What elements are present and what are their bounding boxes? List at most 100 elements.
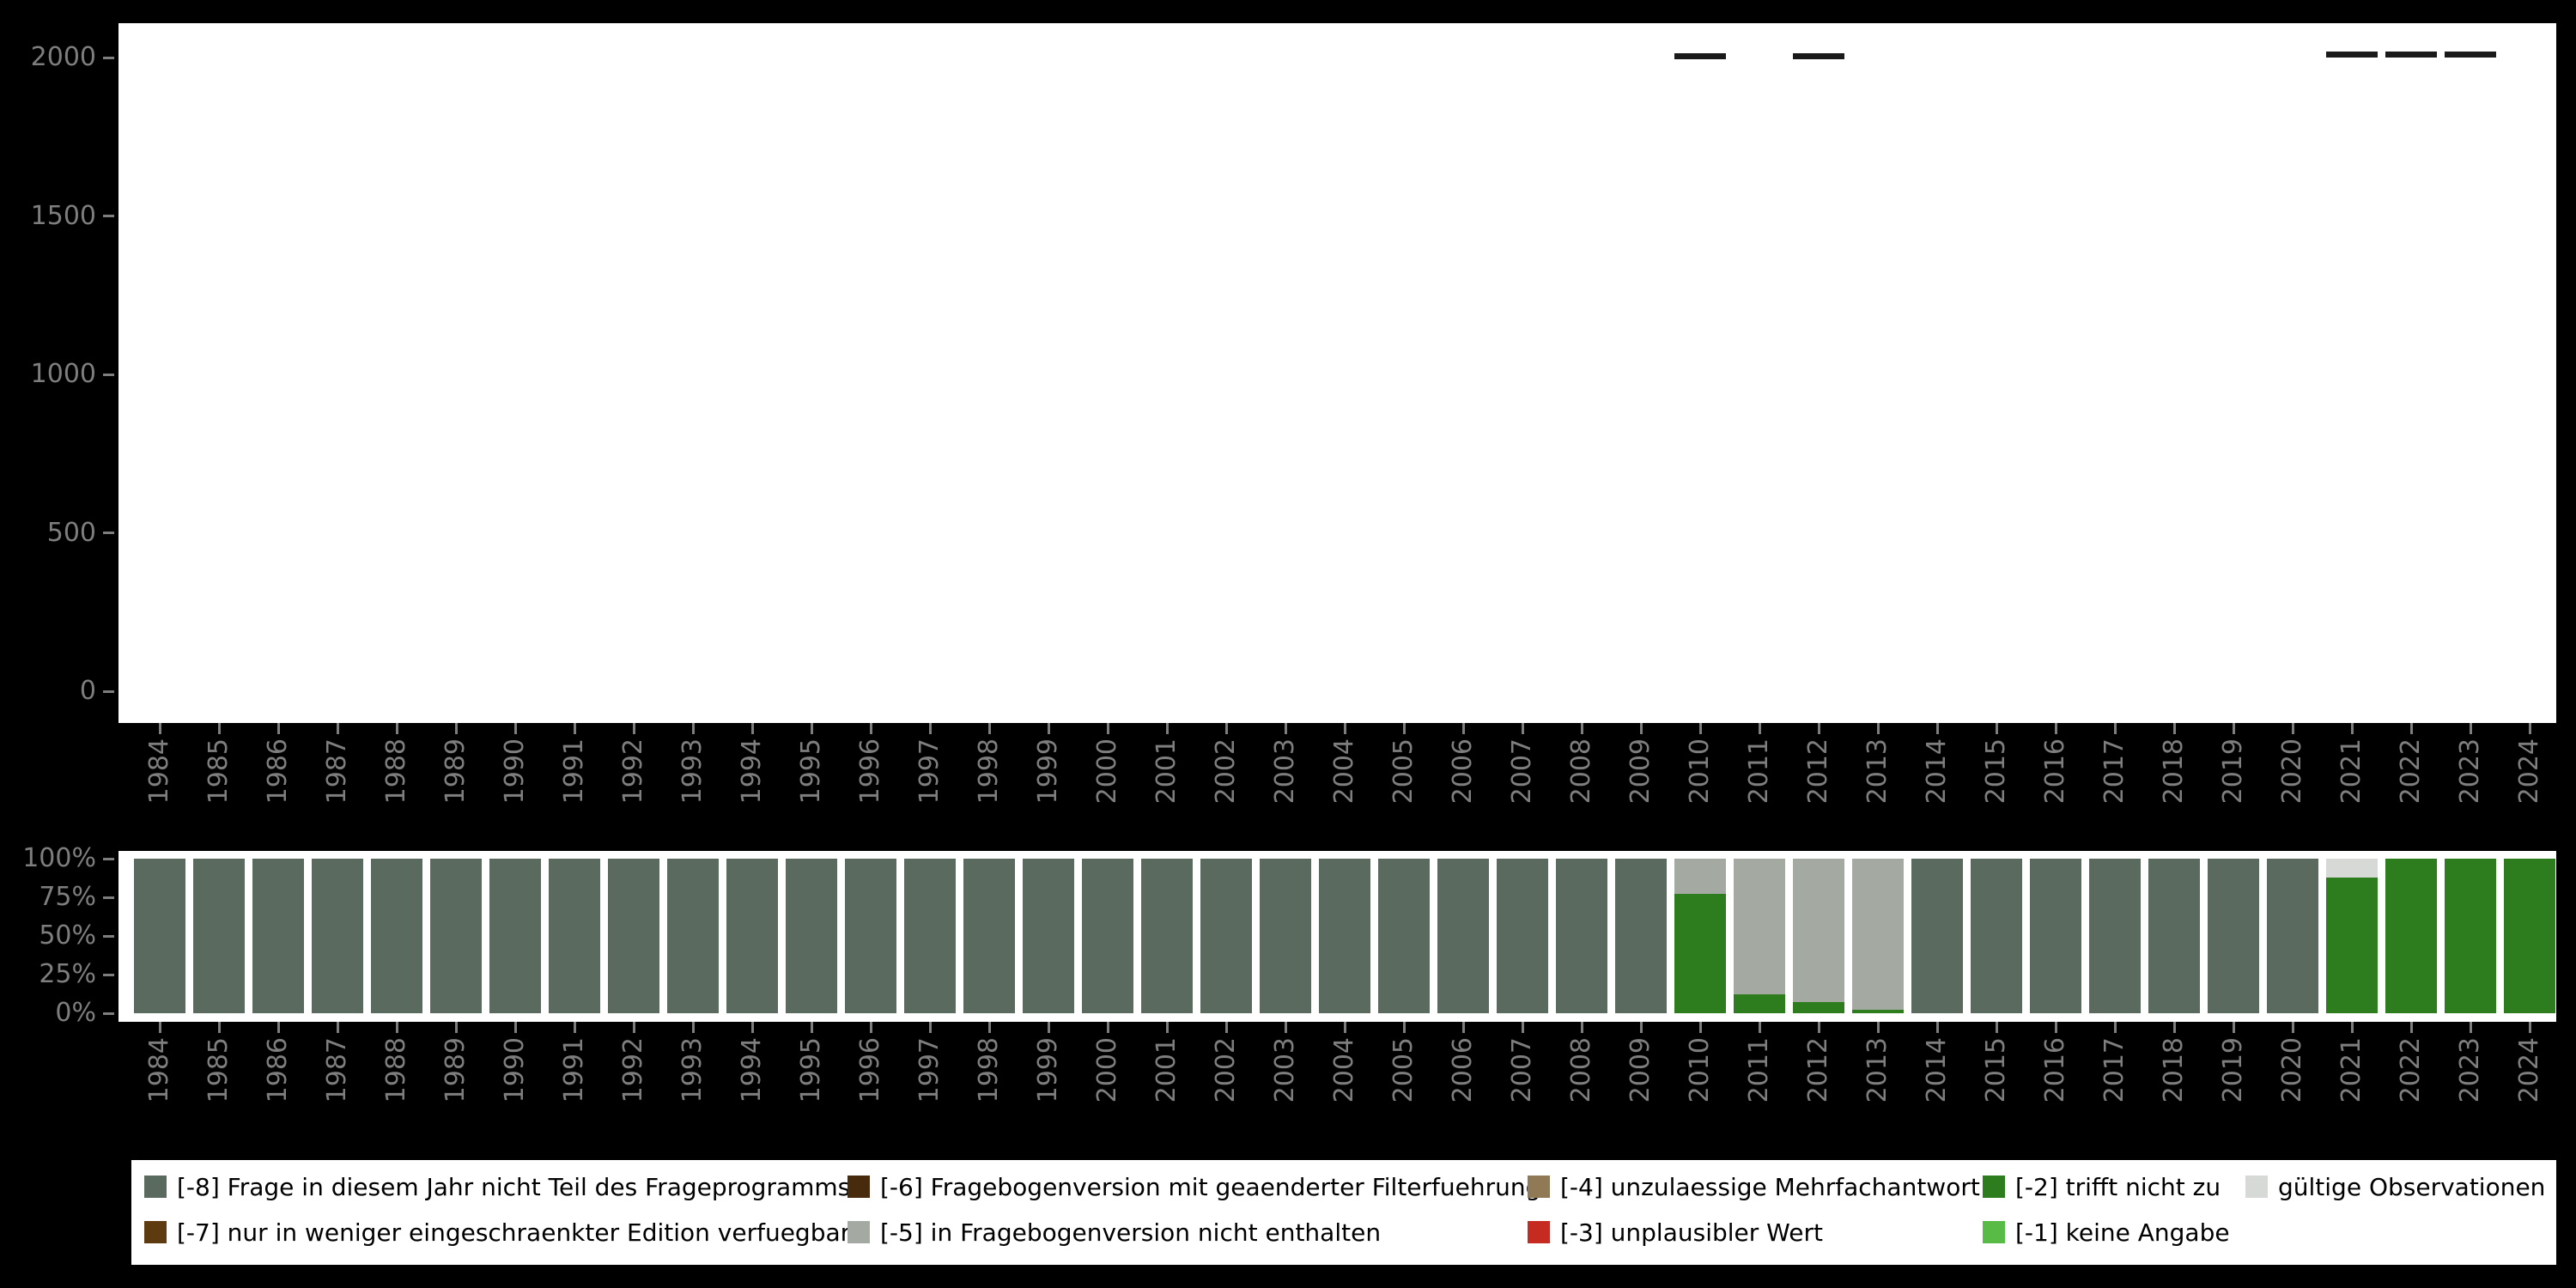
top-axis-year-label: 2012 (1803, 738, 1833, 805)
bar-segment-m8 (1023, 859, 1074, 1013)
legend-item-m7: [-7] nur in weniger eingeschraenkter Edi… (144, 1213, 850, 1251)
top-axis-x-tick (1759, 723, 1761, 734)
bottom-axis-x-tick (751, 1022, 754, 1033)
legend-label-valid: gültige Observationen (2278, 1172, 2546, 1201)
bottom-axis-ytick-label: 50% (39, 920, 96, 951)
bottom-axis-x-tick (692, 1022, 695, 1033)
bottom-axis-year-label: 2010 (1685, 1037, 1715, 1103)
top-axis-y-tick (103, 373, 114, 376)
bottom-axis-year-label: 2023 (2455, 1037, 2485, 1103)
bar-segment-m8 (1556, 859, 1607, 1013)
bottom-axis-year-label: 1990 (500, 1037, 530, 1103)
bottom-axis-x-tick (1996, 1022, 1998, 1033)
bottom-axis-x-tick (2292, 1022, 2294, 1033)
bottom-axis-y-tick (103, 934, 114, 938)
bottom-axis-year-label: 2015 (1981, 1037, 2011, 1103)
bottom-axis-x-tick (1225, 1022, 1228, 1033)
bar-segment-m8 (2089, 859, 2141, 1013)
bar-segment-m2 (2326, 877, 2378, 1013)
top-axis-year-label: 2009 (1625, 738, 1656, 805)
top-axis-year-label: 2019 (2218, 738, 2248, 805)
top-axis-year-label: 1988 (381, 738, 411, 805)
top-axis-year-label: 2022 (2396, 738, 2426, 805)
bottom-axis-year-label: 2016 (2040, 1037, 2070, 1103)
bottom-axis-x-tick (277, 1022, 280, 1033)
top-axis-x-tick (514, 723, 517, 734)
bar-segment-m5 (1793, 859, 1844, 1003)
bottom-axis-x-tick (1107, 1022, 1109, 1033)
top-axis-x-tick (2470, 723, 2472, 734)
top-axis-year-label: 2002 (1211, 738, 1241, 805)
bottom-axis-x-tick (455, 1022, 458, 1033)
bottom-axis-x-tick (159, 1022, 161, 1033)
bottom-axis-year-label: 2006 (1448, 1037, 1478, 1103)
bar-segment-m2 (2385, 859, 2437, 1013)
bar-segment-m5 (1852, 859, 1904, 1011)
bottom-axis-x-tick (811, 1022, 813, 1033)
bar-segment-m8 (134, 859, 185, 1013)
bar-segment-m8 (1615, 859, 1667, 1013)
bottom-axis-ytick-label: 25% (39, 959, 96, 989)
top-axis-y-tick (103, 56, 114, 59)
legend-item-m4: [-4] unzulaessige Mehrfachantwort (1528, 1168, 1980, 1206)
bar-segment-m8 (2208, 859, 2259, 1013)
legend-label-m6: [-6] Fragebogenversion mit geaenderter F… (880, 1172, 1541, 1201)
top-axis-x-tick (1285, 723, 1287, 734)
top-axis-year-label: 1996 (855, 738, 885, 805)
top-axis-x-tick (929, 723, 932, 734)
top-axis-year-label: 1992 (618, 738, 648, 805)
top-axis-year-label: 2001 (1151, 738, 1182, 805)
bar-segment-m5 (1734, 859, 1785, 995)
bottom-axis-year-label: 1998 (974, 1037, 1004, 1103)
bottom-axis-x-tick (514, 1022, 517, 1033)
top-axis-x-tick (1996, 723, 1998, 734)
top-axis-x-tick (277, 723, 280, 734)
top-axis-year-label: 2021 (2336, 738, 2366, 805)
legend-item-m8: [-8] Frage in diesem Jahr nicht Teil des… (144, 1168, 850, 1206)
legend-swatch-m4 (1528, 1176, 1550, 1198)
bottom-axis-y-tick (103, 1012, 114, 1015)
top-axis-ytick-label: 0 (79, 676, 96, 706)
bottom-axis-x-tick (988, 1022, 991, 1033)
top-axis-x-tick (1581, 723, 1583, 734)
legend-item-valid: gültige Observationen (2245, 1168, 2545, 1206)
top-axis-year-label: 1997 (914, 738, 945, 805)
bar-segment-m8 (2148, 859, 2200, 1013)
bottom-axis-year-label: 1997 (914, 1037, 945, 1103)
legend-swatch-m7 (144, 1221, 167, 1243)
bar-segment-m8 (2030, 859, 2081, 1013)
top-axis-x-tick (1166, 723, 1169, 734)
bottom-axis-y-tick (103, 896, 114, 899)
top-axis-x-tick (870, 723, 872, 734)
bottom-axis-year-label: 1994 (737, 1037, 767, 1103)
top-axis-year-label: 2008 (1566, 738, 1596, 805)
top-axis-year-label: 1990 (500, 738, 530, 805)
bottom-axis-x-tick (2055, 1022, 2057, 1033)
bar-segment-m8 (193, 859, 245, 1013)
top-axis-x-tick (1048, 723, 1050, 734)
bottom-axis-year-label: 1987 (322, 1037, 352, 1103)
legend-swatch-valid (2245, 1176, 2268, 1198)
top-axis-year-label: 2020 (2277, 738, 2307, 805)
legend-label-m3: [-3] unplausibler Wert (1560, 1218, 1823, 1247)
bottom-axis-year-label: 2003 (1270, 1037, 1300, 1103)
bottom-axis-x-tick (1166, 1022, 1169, 1033)
bar-segment-m8 (1141, 859, 1193, 1013)
top-axis-y-tick (103, 215, 114, 217)
bottom-axis-x-tick (574, 1022, 576, 1033)
top-axis-x-tick (633, 723, 635, 734)
bottom-axis-x-tick (1344, 1022, 1346, 1033)
bottom-axis-year-label: 2024 (2514, 1037, 2544, 1103)
bottom-axis-year-label: 1999 (1033, 1037, 1063, 1103)
bar-segment-m8 (252, 859, 304, 1013)
bar-segment-m8 (549, 859, 600, 1013)
top-axis-x-tick (2410, 723, 2413, 734)
top-axis-x-tick (751, 723, 754, 734)
top-axis-x-tick (692, 723, 695, 734)
bar-segment-m2 (1793, 1002, 1844, 1013)
top-axis-x-tick (1107, 723, 1109, 734)
top-axis-year-label: 1993 (677, 738, 708, 805)
bottom-axis-year-label: 1995 (796, 1037, 826, 1103)
bottom-axis-x-tick (2351, 1022, 2354, 1033)
top-axis-year-label: 1984 (144, 738, 174, 805)
